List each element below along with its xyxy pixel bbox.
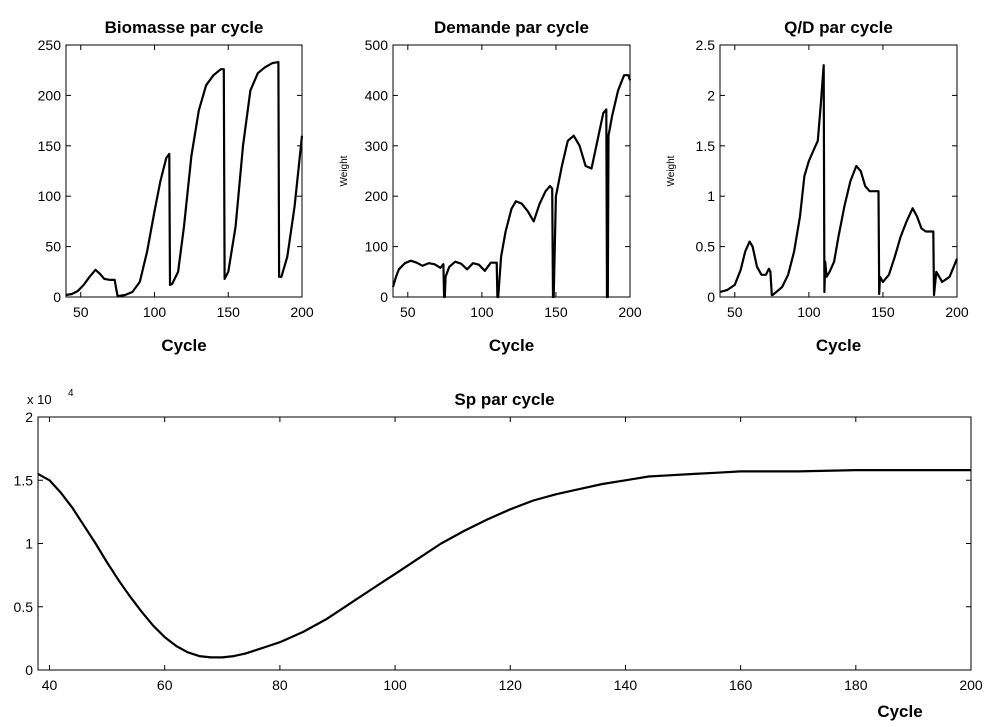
demande-xtick-label: 150 xyxy=(544,304,568,320)
qd-ytick-label: 2 xyxy=(707,87,715,103)
demande-xtick-label: 200 xyxy=(618,304,642,320)
demande-ytick-label: 400 xyxy=(365,87,389,103)
biomasse-chart: Biomasse par cycle Cycle 50 100 150 200 0 50 100… xyxy=(38,18,314,355)
qd-xlabel: Cycle xyxy=(816,336,861,355)
demande-series-line xyxy=(391,74,632,299)
biomasse-ytick-label: 50 xyxy=(45,239,61,255)
sp-xtick-label: 140 xyxy=(614,677,638,693)
sp-exponent-base: x 10 xyxy=(27,392,52,407)
sp-title: Sp par cycle xyxy=(454,390,554,409)
sp-xtick-label: 160 xyxy=(729,677,753,693)
biomasse-ytick-label: 250 xyxy=(38,37,62,53)
qd-xtick-label: 50 xyxy=(727,304,743,320)
qd-xtick-label: 200 xyxy=(945,304,969,320)
sp-series-line xyxy=(37,469,971,659)
qd-xtick-label: 100 xyxy=(797,304,821,320)
demande-title: Demande par cycle xyxy=(434,18,589,37)
sp-xtick-label: 120 xyxy=(499,677,523,693)
qd-ytick-label: 1 xyxy=(707,188,715,204)
sp-xtick-label: 40 xyxy=(42,677,58,693)
biomasse-title: Biomasse par cycle xyxy=(105,18,264,37)
sp-exponent-power: 4 xyxy=(68,388,74,399)
demande-xtick-label: 100 xyxy=(470,304,494,320)
sp-xtick-label: 80 xyxy=(272,677,288,693)
sp-ytick-label: 1 xyxy=(25,536,33,552)
biomasse-ytick-label: 200 xyxy=(38,87,62,103)
qd-ytick-label: 0.5 xyxy=(696,239,716,255)
sp-xtick-label: 100 xyxy=(383,677,407,693)
biomasse-ytick-label: 100 xyxy=(38,188,62,204)
sp-ytick-label: 0 xyxy=(25,662,33,678)
qd-ytick-label: 0 xyxy=(707,289,715,305)
qd-title: Q/D par cycle xyxy=(784,18,893,37)
qd-chart: Q/D par cycle Cycle Weight 50 100 150 200 0 0.5 1… xyxy=(666,18,969,355)
sp-xtick-label: 180 xyxy=(844,677,868,693)
demande-xlabel: Cycle xyxy=(489,336,534,355)
demande-xtick-label: 50 xyxy=(400,304,416,320)
sp-xlabel: Cycle xyxy=(877,702,922,721)
qd-series-line xyxy=(719,64,959,297)
biomasse-xtick-label: 200 xyxy=(290,304,314,320)
demande-ytick-label: 0 xyxy=(380,289,388,305)
biomasse-xtick-label: 100 xyxy=(143,304,167,320)
demande-ylabel: Weight xyxy=(339,155,350,186)
demande-chart: Demande par cycle Cycle Weight 50 100 150 200 0… xyxy=(339,18,642,355)
sp-axes-box xyxy=(37,416,972,671)
biomasse-xlabel: Cycle xyxy=(161,336,206,355)
demande-axes-box xyxy=(392,44,631,298)
biomasse-ytick-label: 150 xyxy=(38,138,62,154)
biomasse-xtick-label: 50 xyxy=(73,304,89,320)
sp-ytick-label: 1.5 xyxy=(14,472,34,488)
sp-xtick-label: 60 xyxy=(157,677,173,693)
demande-ytick-label: 200 xyxy=(365,188,389,204)
biomasse-xtick-label: 150 xyxy=(217,304,241,320)
qd-ytick-label: 1.5 xyxy=(696,138,716,154)
sp-ytick-label: 0.5 xyxy=(14,599,34,615)
biomasse-axes-box xyxy=(65,44,303,298)
qd-xtick-label: 150 xyxy=(871,304,895,320)
demande-ytick-label: 100 xyxy=(365,239,389,255)
sp-ytick-label: 2 xyxy=(25,409,33,425)
demande-ytick-label: 500 xyxy=(365,37,389,53)
qd-ytick-label: 2.5 xyxy=(696,37,716,53)
biomasse-series-line xyxy=(65,61,304,298)
demande-ytick-label: 300 xyxy=(365,138,389,154)
biomasse-ytick-label: 0 xyxy=(53,289,61,305)
sp-xtick-label: 200 xyxy=(959,677,983,693)
qd-ylabel: Weight xyxy=(666,155,677,186)
qd-axes-box xyxy=(719,44,958,298)
